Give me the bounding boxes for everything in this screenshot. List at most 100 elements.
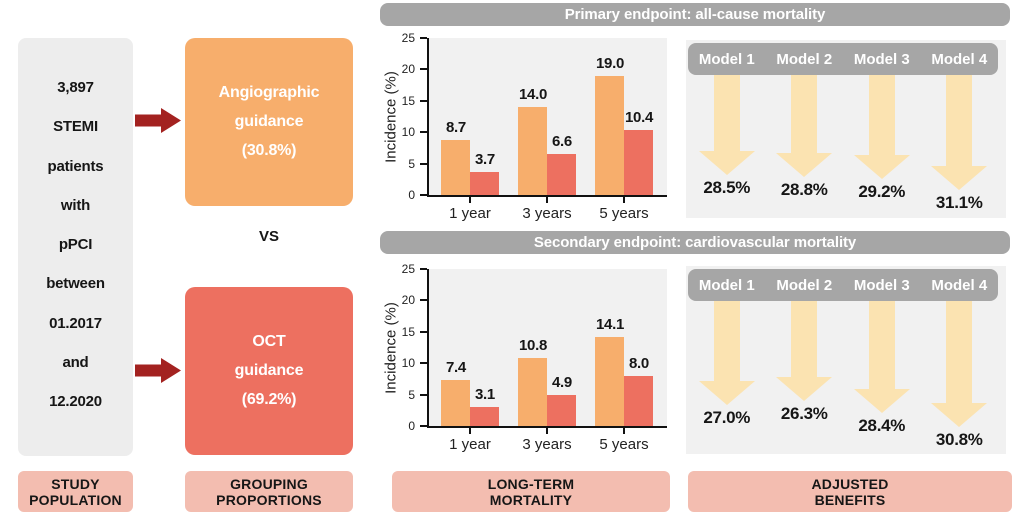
benefit-value-label: 27.0% bbox=[703, 408, 751, 427]
y-tick-label: 25 bbox=[401, 262, 415, 276]
y-tick-label: 5 bbox=[408, 156, 415, 171]
bar-oct-guidance bbox=[624, 376, 653, 426]
y-tick-mark bbox=[420, 362, 427, 365]
oct-line-1: OCT bbox=[252, 333, 286, 350]
benefit-value-label: 28.5% bbox=[703, 178, 751, 197]
x-category-label: 3 years bbox=[522, 205, 572, 222]
y-tick-mark bbox=[420, 99, 427, 102]
benefit-arrow-icon bbox=[931, 75, 988, 190]
bar-value-label: 8.0 bbox=[629, 355, 649, 372]
study-population-box: 3,897 STEMI patients with pPCI between 01.2017… bbox=[18, 38, 133, 456]
x-category-label: 3 years bbox=[522, 436, 572, 453]
bar-value-label: 4.9 bbox=[552, 374, 572, 391]
study-population-line: with bbox=[60, 196, 91, 214]
benefit-arrow-icon bbox=[698, 75, 755, 175]
y-tick-mark bbox=[420, 194, 427, 196]
x-category-label: 1 year bbox=[449, 436, 491, 453]
bar-value-label: 8.7 bbox=[446, 119, 466, 136]
benefit-value-label: 26.3% bbox=[780, 404, 828, 423]
y-tick-mark bbox=[420, 393, 427, 396]
x-tick-mark bbox=[623, 428, 625, 434]
angiographic-line-3: (30.8%) bbox=[241, 142, 297, 159]
model-header-bar: Model 1 Model 2 Model 3 Model 4 bbox=[688, 269, 998, 301]
benefit-arrow-icon bbox=[931, 301, 988, 427]
benefit-arrow-icon bbox=[698, 301, 755, 405]
benefit-arrow-icon bbox=[853, 75, 910, 179]
y-tick-mark bbox=[420, 299, 427, 302]
footer-line: PROPORTIONS bbox=[216, 491, 322, 508]
study-population-line: 12.2020 bbox=[49, 393, 102, 410]
x-tick-mark bbox=[546, 428, 548, 434]
x-tick-mark bbox=[469, 428, 471, 434]
primary-endpoint-header: Primary endpoint: all-cause mortality bbox=[380, 3, 1010, 26]
footer-line: POPULATION bbox=[29, 491, 122, 508]
angiographic-guidance-box: Angiographic guidance (30.8%) bbox=[185, 38, 353, 206]
grouping-proportions-footer-label: GROUPING PROPORTIONS bbox=[185, 471, 353, 512]
y-tick-mark bbox=[420, 131, 427, 134]
x-tick-mark bbox=[546, 197, 548, 203]
y-axis-label: Incidence (%) bbox=[382, 301, 400, 394]
benefit-arrow-icon bbox=[776, 301, 833, 401]
bar-value-label: 10.8 bbox=[519, 337, 547, 354]
footer-line: LONG-TERM bbox=[487, 475, 575, 492]
bar-value-label: 14.1 bbox=[596, 316, 624, 333]
footer-line: STUDY bbox=[51, 475, 100, 492]
y-tick-mark bbox=[420, 68, 427, 71]
model-label: Model 2 bbox=[776, 276, 833, 294]
study-population-line: 3,897 bbox=[57, 79, 94, 96]
benefit-value-label: 31.1% bbox=[935, 193, 983, 212]
study-population-line: pPCI bbox=[58, 236, 93, 253]
study-population-line: and bbox=[62, 353, 89, 371]
bar-oct-guidance bbox=[470, 407, 499, 426]
model-label: Model 1 bbox=[698, 276, 755, 294]
angiographic-line-1: Angiographic bbox=[218, 84, 320, 101]
benefit-value-label: 28.8% bbox=[780, 180, 828, 199]
y-tick-label: 10 bbox=[401, 356, 415, 371]
bar-oct-guidance bbox=[624, 130, 653, 195]
model-label: Model 1 bbox=[698, 50, 755, 68]
bar-oct-guidance bbox=[470, 172, 499, 195]
vs-label: VS bbox=[258, 228, 279, 245]
bar-angiographic-guidance bbox=[595, 337, 624, 426]
y-axis-line bbox=[427, 269, 429, 428]
bar-value-label: 10.4 bbox=[625, 109, 653, 126]
model-header-bar: Model 1 Model 2 Model 3 Model 4 bbox=[688, 43, 998, 75]
x-category-label: 5 years bbox=[599, 436, 649, 453]
benefit-arrow-icon bbox=[853, 301, 910, 413]
footer-line: BENEFITS bbox=[814, 491, 886, 508]
x-category-label: 1 year bbox=[449, 205, 491, 222]
footer-line: ADJUSTED bbox=[811, 475, 889, 492]
bar-oct-guidance bbox=[547, 395, 576, 426]
y-tick-label: 20 bbox=[401, 293, 415, 308]
benefit-value-label: 28.4% bbox=[858, 416, 906, 435]
angiographic-line-2: guidance bbox=[234, 113, 304, 130]
bar-value-label: 3.1 bbox=[475, 386, 495, 403]
model-label: Model 2 bbox=[776, 50, 833, 68]
y-tick-label: 20 bbox=[401, 62, 415, 77]
study-population-line: 01.2017 bbox=[49, 314, 102, 332]
benefit-value-label: 29.2% bbox=[858, 182, 906, 201]
model-label: Model 3 bbox=[853, 276, 910, 294]
study-population-line: between bbox=[46, 275, 105, 293]
oct-guidance-box: OCT guidance (69.2%) bbox=[185, 287, 353, 455]
y-tick-label: 10 bbox=[401, 125, 415, 140]
bar-angiographic-guidance bbox=[518, 107, 547, 195]
bar-value-label: 3.7 bbox=[475, 151, 495, 168]
x-axis-line bbox=[427, 195, 667, 197]
footer-line: MORTALITY bbox=[489, 491, 573, 508]
oct-line-2: guidance bbox=[234, 362, 304, 379]
flow-arrow-bottom-icon bbox=[135, 358, 181, 383]
y-tick-mark bbox=[420, 425, 427, 427]
bar-value-label: 19.0 bbox=[596, 55, 624, 72]
footer-line: GROUPING bbox=[230, 475, 308, 492]
bar-angiographic-guidance bbox=[441, 380, 470, 426]
bar-value-label: 14.0 bbox=[519, 86, 547, 103]
model-label: Model 4 bbox=[931, 50, 988, 68]
bar-angiographic-guidance bbox=[518, 358, 547, 426]
y-tick-label: 5 bbox=[408, 387, 415, 402]
oct-line-3: (69.2%) bbox=[241, 391, 297, 408]
bar-angiographic-guidance bbox=[595, 76, 624, 195]
y-axis-line bbox=[427, 38, 429, 197]
y-tick-label: 15 bbox=[401, 93, 415, 108]
